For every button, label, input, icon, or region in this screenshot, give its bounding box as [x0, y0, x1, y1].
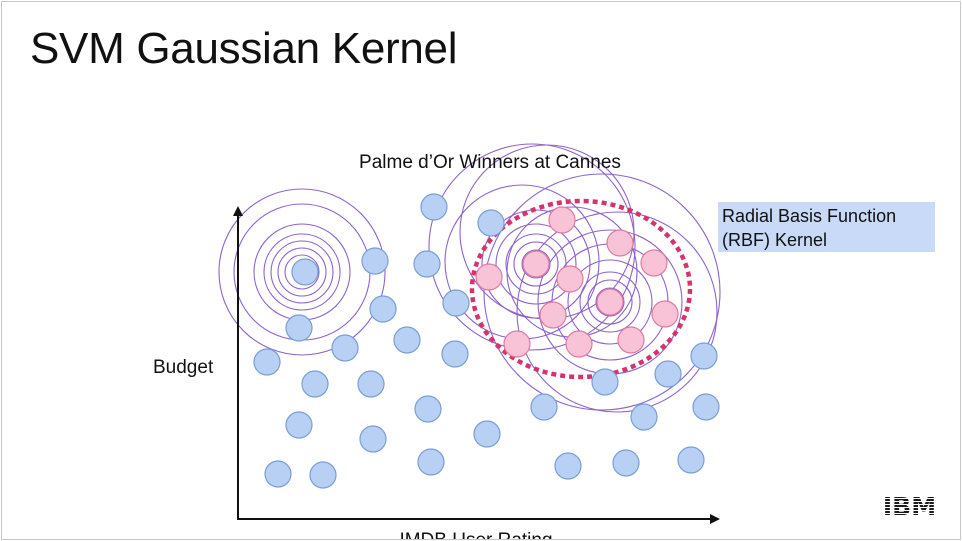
rbf-callout: Radial Basis Function (RBF) Kernel — [718, 202, 935, 252]
negative-point — [654, 360, 682, 388]
diagram-title: Palme d’Or Winners at Cannes — [359, 152, 621, 173]
positive-point — [606, 229, 634, 257]
positive-point — [596, 288, 624, 316]
positive-point — [651, 300, 679, 328]
negative-point — [264, 460, 292, 488]
contour-ring — [567, 259, 653, 345]
negative-point — [692, 393, 720, 421]
contour-ring — [428, 143, 636, 351]
positive-point — [539, 301, 567, 329]
negative-point — [591, 368, 619, 396]
negative-point — [477, 209, 505, 237]
negative-point — [309, 461, 337, 489]
negative-point — [530, 393, 558, 421]
negative-point — [331, 334, 359, 362]
positive-point — [503, 330, 531, 358]
contour-ring — [495, 223, 577, 305]
positive-point — [640, 249, 668, 277]
kernel-contours — [218, 143, 721, 413]
callout-line-2: (RBF) Kernel — [722, 230, 828, 250]
negative-point — [414, 395, 442, 423]
negative-point — [357, 370, 385, 398]
rbf-decision-boundary — [469, 198, 693, 380]
negative-point — [291, 258, 319, 286]
negative-point — [413, 250, 441, 278]
positive-point — [617, 326, 645, 354]
contour-ring — [516, 211, 718, 413]
negative-point — [442, 289, 470, 317]
negative-point — [417, 448, 445, 476]
contour-ring — [270, 240, 334, 304]
negative-point — [554, 452, 582, 480]
contour-ring — [263, 233, 341, 311]
negative-point — [361, 247, 389, 275]
negative-point — [359, 425, 387, 453]
negative-point — [441, 340, 469, 368]
positive-point — [548, 206, 576, 234]
data-points — [253, 193, 720, 489]
contour-ring — [218, 188, 386, 356]
callout-line-1: Radial Basis Function — [722, 206, 897, 226]
contour-ring — [595, 287, 625, 317]
negative-point — [301, 370, 329, 398]
negative-point — [285, 411, 313, 439]
contour-ring — [284, 254, 320, 290]
negative-point — [612, 449, 640, 477]
negative-point — [369, 295, 397, 323]
negative-point — [253, 348, 281, 376]
negative-point — [420, 193, 448, 221]
positive-point — [522, 250, 550, 278]
positive-point — [565, 330, 593, 358]
x-axis-label: IMDB User Rating — [399, 530, 552, 539]
contour-ring — [513, 241, 559, 287]
contour-ring — [277, 247, 327, 297]
slide-title: SVM Gaussian Kernel — [30, 24, 458, 73]
y-axis-label: Budget — [153, 357, 214, 378]
positive-point — [475, 263, 503, 291]
negative-point — [677, 446, 705, 474]
negative-point — [285, 314, 313, 342]
negative-point — [473, 420, 501, 448]
positive-point — [556, 265, 584, 293]
contour-ring — [579, 271, 641, 333]
negative-point — [630, 403, 658, 431]
contour-ring — [521, 249, 551, 279]
negative-point — [690, 342, 718, 370]
ibm-logo: IBM — [881, 493, 938, 517]
contour-ring — [483, 173, 721, 411]
negative-point — [393, 326, 421, 354]
